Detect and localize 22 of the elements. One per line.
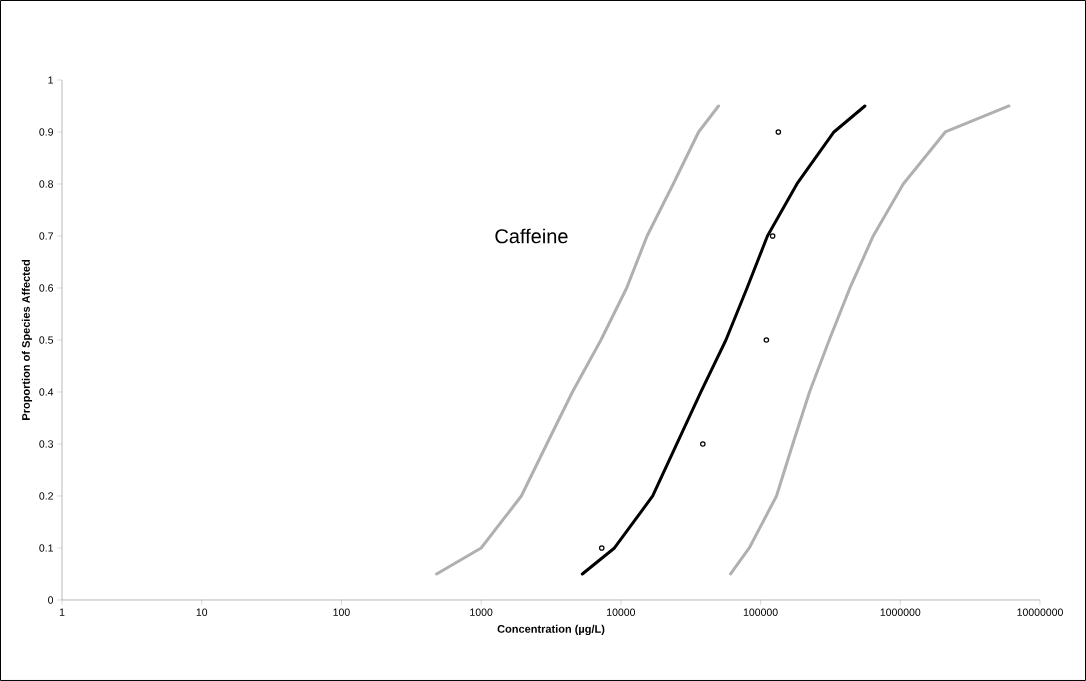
x-tick-label: 1000000 [880, 608, 921, 616]
y-tick-label: 0.1 [39, 544, 53, 552]
y-tick-label: 0 [48, 596, 54, 604]
x-tick-label: 10000 [607, 608, 636, 616]
y-tick-label: 0.3 [39, 440, 54, 448]
x-tick-label: 10 [196, 608, 208, 616]
y-tick-label: 0.2 [39, 492, 53, 500]
x-tick-label: 100000 [743, 608, 778, 616]
x-axis-title: Concentration (µg/L) [497, 624, 605, 636]
y-tick-label: 0.6 [39, 284, 54, 292]
x-tick-label: 10000000 [1017, 608, 1063, 616]
x-tick-label: 100 [333, 608, 350, 616]
y-tick-label: 0.4 [39, 388, 54, 396]
x-tick-label: 1 [59, 608, 65, 616]
annotation: Caffeine [495, 228, 568, 244]
y-axis-title: Proportion of Species Affected [21, 260, 33, 420]
y-tick-label: 0.8 [39, 180, 54, 188]
y-tick-label: 0.9 [39, 128, 53, 136]
y-tick-label: 0.5 [39, 336, 54, 344]
y-tick-label: 1 [48, 76, 53, 84]
y-tick-label: 0.7 [39, 232, 53, 240]
x-tick-label: 1000 [470, 608, 493, 616]
